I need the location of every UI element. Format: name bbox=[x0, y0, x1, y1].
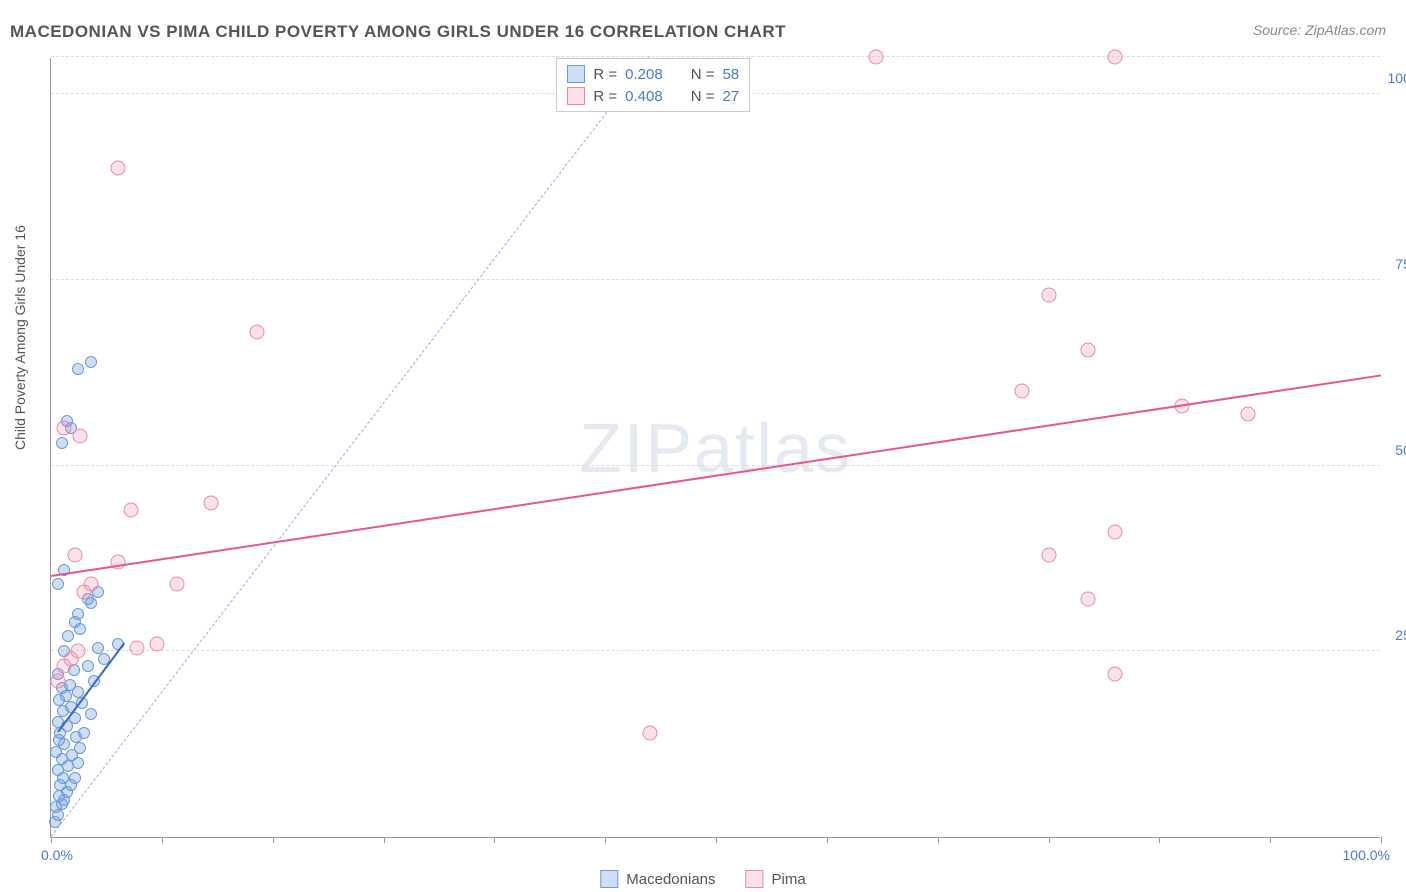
y-axis-label: Child Poverty Among Girls Under 16 bbox=[12, 225, 28, 450]
x-tick-mark bbox=[716, 837, 717, 843]
data-point bbox=[1108, 525, 1123, 540]
y-tick-label: 75.0% bbox=[1395, 256, 1406, 272]
data-point bbox=[73, 428, 88, 443]
x-tick-mark bbox=[827, 837, 828, 843]
data-point bbox=[78, 727, 90, 739]
x-tick-label: 100.0% bbox=[1343, 847, 1390, 863]
x-tick-mark bbox=[51, 837, 52, 843]
y-tick-label: 25.0% bbox=[1395, 627, 1406, 643]
data-point bbox=[85, 356, 97, 368]
x-tick-mark bbox=[162, 837, 163, 843]
series-swatch bbox=[567, 65, 585, 83]
data-point bbox=[1014, 384, 1029, 399]
trend-line bbox=[51, 56, 650, 837]
legend-item: Macedonians bbox=[600, 870, 715, 888]
plot-area: ZIPatlas 25.0%50.0%75.0%100.0%0.0%100.0%… bbox=[50, 58, 1380, 838]
data-point bbox=[1041, 547, 1056, 562]
x-tick-mark bbox=[273, 837, 274, 843]
chart-container: MACEDONIAN VS PIMA CHILD POVERTY AMONG G… bbox=[0, 0, 1406, 892]
gridline bbox=[51, 279, 1380, 280]
stats-row: R = 0.208 N = 58 bbox=[567, 63, 739, 85]
x-tick-mark bbox=[1049, 837, 1050, 843]
data-point bbox=[1081, 592, 1096, 607]
gridline bbox=[51, 650, 1380, 651]
data-point bbox=[1081, 343, 1096, 358]
n-label: N = bbox=[691, 88, 715, 105]
data-point bbox=[110, 161, 125, 176]
data-point bbox=[83, 577, 98, 592]
data-point bbox=[64, 679, 76, 691]
y-tick-label: 50.0% bbox=[1395, 442, 1406, 458]
x-tick-mark bbox=[938, 837, 939, 843]
data-point bbox=[92, 642, 104, 654]
trend-line bbox=[51, 374, 1381, 577]
r-value: 0.408 bbox=[625, 88, 663, 105]
data-point bbox=[150, 636, 165, 651]
data-point bbox=[50, 674, 65, 689]
series-swatch bbox=[746, 870, 764, 888]
data-point bbox=[642, 726, 657, 741]
data-point bbox=[52, 578, 64, 590]
data-point bbox=[868, 50, 883, 65]
legend-label: Macedonians bbox=[626, 871, 715, 888]
data-point bbox=[170, 577, 185, 592]
data-point bbox=[74, 742, 86, 754]
data-point bbox=[62, 630, 74, 642]
data-point bbox=[85, 708, 97, 720]
data-point bbox=[250, 324, 265, 339]
data-point bbox=[130, 640, 145, 655]
gridline bbox=[51, 465, 1380, 466]
series-swatch bbox=[567, 87, 585, 105]
n-value: 58 bbox=[722, 66, 739, 83]
legend-label: Pima bbox=[772, 871, 806, 888]
data-point bbox=[72, 363, 84, 375]
x-tick-mark bbox=[494, 837, 495, 843]
n-value: 27 bbox=[722, 88, 739, 105]
x-tick-label: 0.0% bbox=[41, 847, 73, 863]
data-point bbox=[67, 547, 82, 562]
data-point bbox=[203, 495, 218, 510]
stats-row: R = 0.408 N = 27 bbox=[567, 85, 739, 107]
data-point bbox=[70, 644, 85, 659]
x-tick-mark bbox=[1159, 837, 1160, 843]
legend-bottom: Macedonians Pima bbox=[600, 870, 805, 888]
data-point bbox=[56, 437, 68, 449]
data-point bbox=[1241, 406, 1256, 421]
gridline bbox=[51, 56, 1380, 57]
x-tick-mark bbox=[1381, 837, 1382, 843]
legend-item: Pima bbox=[746, 870, 806, 888]
y-tick-label: 100.0% bbox=[1388, 70, 1406, 86]
data-point bbox=[1108, 666, 1123, 681]
r-label: R = bbox=[593, 88, 617, 105]
r-label: R = bbox=[593, 66, 617, 83]
data-point bbox=[72, 608, 84, 620]
data-point bbox=[69, 772, 81, 784]
stats-box: R = 0.208 N = 58 R = 0.408 N = 27 bbox=[556, 58, 750, 112]
data-point bbox=[123, 503, 138, 518]
x-tick-mark bbox=[605, 837, 606, 843]
data-point bbox=[82, 660, 94, 672]
data-point bbox=[1108, 50, 1123, 65]
chart-title: MACEDONIAN VS PIMA CHILD POVERTY AMONG G… bbox=[10, 22, 786, 42]
x-tick-mark bbox=[1270, 837, 1271, 843]
series-swatch bbox=[600, 870, 618, 888]
data-point bbox=[1041, 287, 1056, 302]
data-point bbox=[57, 421, 72, 436]
n-label: N = bbox=[691, 66, 715, 83]
x-tick-mark bbox=[384, 837, 385, 843]
source-attribution: Source: ZipAtlas.com bbox=[1253, 22, 1386, 38]
r-value: 0.208 bbox=[625, 66, 663, 83]
